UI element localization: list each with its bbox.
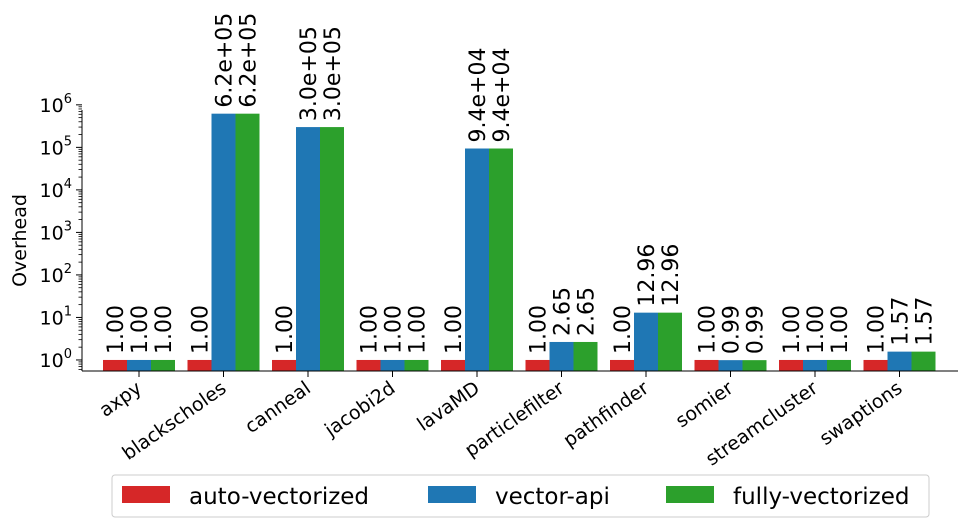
x-tick-label-swaptions: swaptions <box>816 377 907 450</box>
bar-fully-vectorized-jacobi2d <box>404 359 429 371</box>
data-label-auto-vectorized-axpy: 1.00 <box>104 305 129 354</box>
y-tick-label: 100 <box>40 347 72 372</box>
bar-fully-vectorized-streamcluster <box>827 359 851 371</box>
bar-auto-vectorized-streamcluster <box>779 359 803 371</box>
x-tick-label-lavaMD: lavaMD <box>413 377 484 436</box>
bar-fully-vectorized-particlefilter <box>573 341 598 371</box>
y-tick-label: 103 <box>40 219 72 244</box>
data-label-auto-vectorized-blackscholes: 1.00 <box>189 305 214 354</box>
data-label-vector-api-swaptions: 1.57 <box>889 297 914 346</box>
data-label-fully-vectorized-lavaMD: 9.4e+04 <box>490 48 515 143</box>
legend-label-auto-vectorized: auto-vectorized <box>189 484 369 510</box>
x-tick-label-somier: somier <box>672 377 738 432</box>
bar-fully-vectorized-canneal <box>320 127 344 371</box>
bar-vector-api-swaptions <box>887 351 912 371</box>
bar-fully-vectorized-pathfinder <box>658 312 682 371</box>
bar-fully-vectorized-axpy <box>151 359 175 371</box>
data-labels-layer: 1.00 1.00 1.00 1.006.2e+05 6.2e+051.003.0e+0… <box>104 13 938 354</box>
data-label-fully-vectorized-blackscholes: 6.2e+05 <box>237 13 262 108</box>
data-label-fully-vectorized-particlefilter: 2.65 <box>575 287 600 336</box>
bar-vector-api-canneal <box>296 127 320 371</box>
data-label-auto-vectorized-swaptions: 1.00 <box>865 305 890 354</box>
bar-vector-api-blackscholes <box>211 113 236 371</box>
data-label-vector-api-axpy: 1.00 <box>128 305 153 354</box>
data-label-vector-api-streamcluster: 1.00 <box>804 305 829 354</box>
bar-vector-api-particlefilter <box>549 341 574 371</box>
bar-auto-vectorized-swaptions <box>863 359 888 371</box>
legend: auto-vectorized vector-api fully-vectorize… <box>111 474 930 518</box>
bar-fully-vectorized-swaptions <box>911 351 936 371</box>
bar-auto-vectorized-somier <box>694 359 719 371</box>
data-label-auto-vectorized-pathfinder: 1.00 <box>611 305 636 354</box>
bar-vector-api-somier <box>718 360 743 371</box>
data-label-fully-vectorized-axpy: 1.00 <box>152 305 177 354</box>
data-label-vector-api-somier: 0.99 <box>720 305 745 354</box>
bar-auto-vectorized-canneal <box>272 359 296 371</box>
bar-vector-api-axpy <box>127 359 151 371</box>
data-label-auto-vectorized-particlefilter: 1.00 <box>527 305 552 354</box>
data-label-vector-api-lavaMD: 9.4e+04 <box>466 48 491 143</box>
data-label-fully-vectorized-canneal: 3.0e+05 <box>321 26 346 121</box>
data-label-auto-vectorized-canneal: 1.00 <box>273 305 298 354</box>
bar-fully-vectorized-blackscholes <box>235 113 260 371</box>
bar-auto-vectorized-jacobi2d <box>356 359 381 371</box>
y-tick-label: 104 <box>40 177 72 202</box>
data-label-auto-vectorized-jacobi2d: 1.00 <box>358 305 383 354</box>
bar-vector-api-streamcluster <box>803 359 827 371</box>
y-axis: 100 101 102 103 104 105 106 Overhead <box>9 92 83 372</box>
y-tick-label: 106 <box>40 92 72 117</box>
data-label-fully-vectorized-jacobi2d: 1.00 <box>406 305 431 354</box>
x-tick-label-axpy: axpy <box>95 377 145 422</box>
data-label-vector-api-jacobi2d: 1.00 <box>382 305 407 354</box>
x-tick-label-pathfinder: pathfinder <box>559 377 653 452</box>
data-label-vector-api-canneal: 3.0e+05 <box>297 26 322 121</box>
legend-label-fully-vectorized: fully-vectorized <box>733 484 910 510</box>
legend-frame <box>111 474 930 518</box>
bar-vector-api-jacobi2d <box>380 359 405 371</box>
data-label-auto-vectorized-streamcluster: 1.00 <box>780 305 805 354</box>
legend-swatch-vector-api <box>428 486 476 503</box>
x-tick-label-jacobi2d: jacobi2d <box>320 377 399 442</box>
x-tick-label-canneal: canneal <box>241 377 315 438</box>
data-label-fully-vectorized-somier: 0.99 <box>744 305 769 354</box>
bar-auto-vectorized-pathfinder <box>610 359 634 371</box>
bar-vector-api-pathfinder <box>634 312 658 371</box>
bars-layer <box>103 113 936 371</box>
y-tick-label: 101 <box>40 304 72 329</box>
legend-swatch-fully-vectorized <box>666 486 714 503</box>
bar-auto-vectorized-blackscholes <box>187 359 212 371</box>
data-label-auto-vectorized-somier: 1.00 <box>696 305 721 354</box>
data-label-auto-vectorized-lavaMD: 1.00 <box>442 305 467 354</box>
y-tick-label: 102 <box>40 262 72 287</box>
y-tick-label: 105 <box>40 134 72 159</box>
legend-label-vector-api: vector-api <box>495 484 610 510</box>
data-label-fully-vectorized-pathfinder: 12.96 <box>659 244 684 307</box>
data-label-vector-api-blackscholes: 6.2e+05 <box>213 13 238 108</box>
bar-vector-api-lavaMD <box>465 148 489 371</box>
bar-auto-vectorized-particlefilter <box>525 359 550 371</box>
bar-fully-vectorized-somier <box>742 360 767 371</box>
legend-swatch-auto-vectorized <box>122 486 170 503</box>
bar-auto-vectorized-lavaMD <box>441 359 465 371</box>
y-axis-title: Overhead <box>9 194 31 287</box>
data-label-vector-api-pathfinder: 12.96 <box>635 244 660 307</box>
bar-auto-vectorized-axpy <box>103 359 127 371</box>
data-label-fully-vectorized-streamcluster: 1.00 <box>828 305 853 354</box>
bar-fully-vectorized-lavaMD <box>489 148 513 371</box>
data-label-vector-api-particlefilter: 2.65 <box>551 287 576 336</box>
data-label-fully-vectorized-swaptions: 1.57 <box>913 297 938 346</box>
